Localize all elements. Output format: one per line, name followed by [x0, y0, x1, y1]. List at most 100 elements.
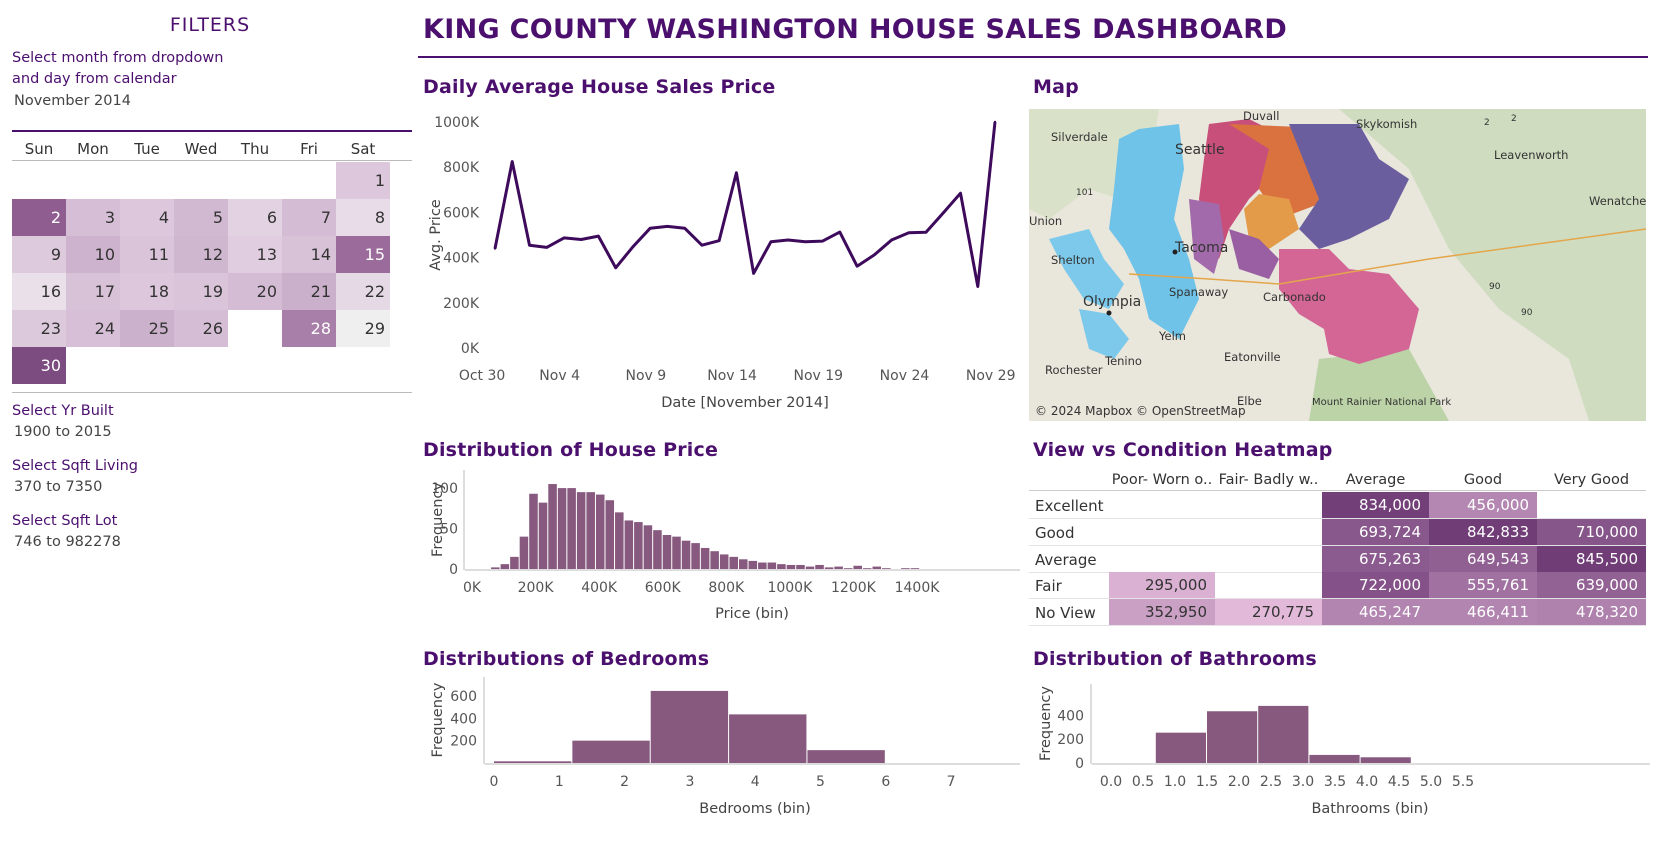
sqft-living-slider[interactable]: 370 to 7350: [14, 479, 103, 495]
histogram-bar: [672, 536, 681, 569]
map-route-label: 90: [1489, 282, 1501, 292]
calendar-day[interactable]: 12: [174, 236, 228, 273]
calendar-day[interactable]: 8: [336, 199, 390, 236]
calendar-day[interactable]: 26: [174, 310, 228, 347]
heatmap-cell[interactable]: 352,950: [1109, 599, 1215, 625]
calendar-day[interactable]: 25: [120, 310, 174, 347]
histogram-bar: [758, 562, 767, 569]
heatmap-cell[interactable]: 845,500: [1537, 546, 1646, 572]
calendar-day[interactable]: 22: [336, 273, 390, 310]
price-point: [648, 227, 652, 230]
calendar-day[interactable]: 10: [66, 236, 120, 273]
histogram-bar: [500, 564, 510, 569]
calendar-weekday: Thu: [240, 140, 270, 158]
calendar-day[interactable]: 14: [282, 236, 336, 273]
price-point: [717, 239, 721, 242]
histogram-bar: [872, 566, 882, 569]
heatmap-cell[interactable]: 722,000: [1322, 572, 1429, 598]
x-tick-label: 6: [881, 774, 890, 790]
price-point: [562, 236, 566, 240]
sqft-lot-slider[interactable]: 746 to 982278: [14, 534, 121, 550]
heatmap-header-rule: [1029, 490, 1646, 491]
calendar-day[interactable]: 15: [336, 236, 390, 273]
heatmap-cell[interactable]: 693,724: [1322, 519, 1429, 545]
heatmap-cell[interactable]: 555,761: [1429, 572, 1537, 598]
histogram-bar: [538, 502, 548, 569]
map-place-label: Skykomish: [1356, 117, 1417, 131]
heatmap-cell[interactable]: 675,263: [1322, 546, 1429, 572]
calendar-day[interactable]: 4: [120, 199, 174, 236]
calendar-day[interactable]: 24: [66, 310, 120, 347]
price-point: [597, 234, 600, 238]
calendar-day[interactable]: 30: [12, 347, 66, 384]
heatmap-cell[interactable]: 649,543: [1429, 546, 1537, 572]
calendar-day[interactable]: 19: [174, 273, 228, 310]
heatmap-cell[interactable]: 478,320: [1537, 599, 1646, 625]
heatmap-cell[interactable]: 842,833: [1429, 519, 1537, 545]
x-tick-label: 1400K: [895, 580, 941, 596]
map[interactable]: Duvall Skykomish Silverdale Leavenworth …: [1029, 109, 1646, 421]
calendar-day[interactable]: 9: [12, 236, 66, 273]
x-tick-label: 1000K: [767, 580, 813, 596]
sqft-lot-label: Select Sqft Lot: [12, 513, 118, 529]
calendar-day[interactable]: 17: [66, 273, 120, 310]
x-axis-title: Price (bin): [715, 606, 789, 622]
bathrooms-histogram[interactable]: 0 200 400 0.0 0.5 1.0 1.5 2.0 2.5 3.0 3.5 4.0 4.5 5.0…: [1030, 672, 1650, 844]
map-forest: [1339, 109, 1646, 421]
calendar-day[interactable]: 28: [282, 310, 336, 347]
histogram-bar: [557, 488, 567, 569]
calendar-day[interactable]: 3: [66, 199, 120, 236]
map-canvas[interactable]: Duvall Skykomish Silverdale Leavenworth …: [1029, 109, 1646, 421]
price-point: [924, 231, 928, 234]
x-tick-label: Nov 4: [539, 368, 580, 384]
calendar-day[interactable]: 23: [12, 310, 66, 347]
title-rule: [418, 56, 1648, 58]
heatmap-cell[interactable]: 834,000: [1322, 492, 1429, 518]
histogram-bar: [691, 543, 700, 569]
calendar-day[interactable]: 13: [228, 236, 282, 273]
calendar-day[interactable]: 20: [228, 273, 282, 310]
calendar-day[interactable]: 16: [12, 273, 66, 310]
calendar-day[interactable]: 11: [120, 236, 174, 273]
y-axis-title: Avg. Price: [428, 199, 444, 271]
histogram-bar: [572, 740, 650, 763]
heatmap-cell[interactable]: 270,775: [1215, 599, 1322, 625]
month-dropdown[interactable]: November 2014: [14, 93, 131, 109]
x-tick-label: 3.0: [1292, 774, 1314, 790]
heatmap-cell[interactable]: 295,000: [1109, 572, 1215, 598]
price-point: [493, 247, 497, 250]
histogram-bar: [739, 559, 748, 569]
calendar-day[interactable]: 6: [228, 199, 282, 236]
histogram-bar: [576, 492, 586, 569]
calendar-day[interactable]: 18: [120, 273, 174, 310]
heatmap-cell[interactable]: 465,247: [1322, 599, 1429, 625]
calendar-day[interactable]: 5: [174, 199, 228, 236]
calendar-day[interactable]: 21: [282, 273, 336, 310]
histogram-bar: [882, 568, 891, 569]
map-place-label: Olympia: [1083, 294, 1141, 310]
calendar-day[interactable]: 1: [336, 162, 390, 199]
heatmap-cell[interactable]: 456,000: [1429, 492, 1537, 518]
heatmap-column-header: Average: [1345, 472, 1406, 488]
map-water: [1079, 309, 1129, 359]
yr-built-slider[interactable]: 1900 to 2015: [14, 424, 112, 440]
daily-price-line-chart[interactable]: 0K 200K 400K 600K 800K 1000K Oct 30 Nov 4 Nov 9 N…: [420, 105, 1020, 420]
x-tick-label: Nov 19: [793, 368, 843, 384]
heatmap-cell[interactable]: 710,000: [1537, 519, 1646, 545]
heatmap-cell[interactable]: 639,000: [1537, 572, 1646, 598]
x-tick-label: Nov 29: [966, 368, 1016, 384]
y-tick-label: 800K: [443, 160, 480, 176]
calendar-day[interactable]: 7: [282, 199, 336, 236]
y-tick-label: 400K: [443, 251, 480, 267]
calendar-day[interactable]: 29: [336, 310, 390, 347]
histogram-bar: [510, 556, 519, 569]
x-tick-label: 2: [620, 774, 629, 790]
heatmap-cell[interactable]: 466,411: [1429, 599, 1537, 625]
map-road: [1128, 228, 1646, 285]
bedrooms-histogram[interactable]: 200 400 600 0 1 2 3 4 5 6 7 Bedrooms (bin) Frequency: [420, 672, 1020, 844]
x-tick-label: Nov 9: [626, 368, 667, 384]
calendar-day[interactable]: 2: [12, 199, 66, 236]
calendar-weekday: Mon: [77, 140, 109, 158]
x-tick-label: 0.5: [1132, 774, 1154, 790]
